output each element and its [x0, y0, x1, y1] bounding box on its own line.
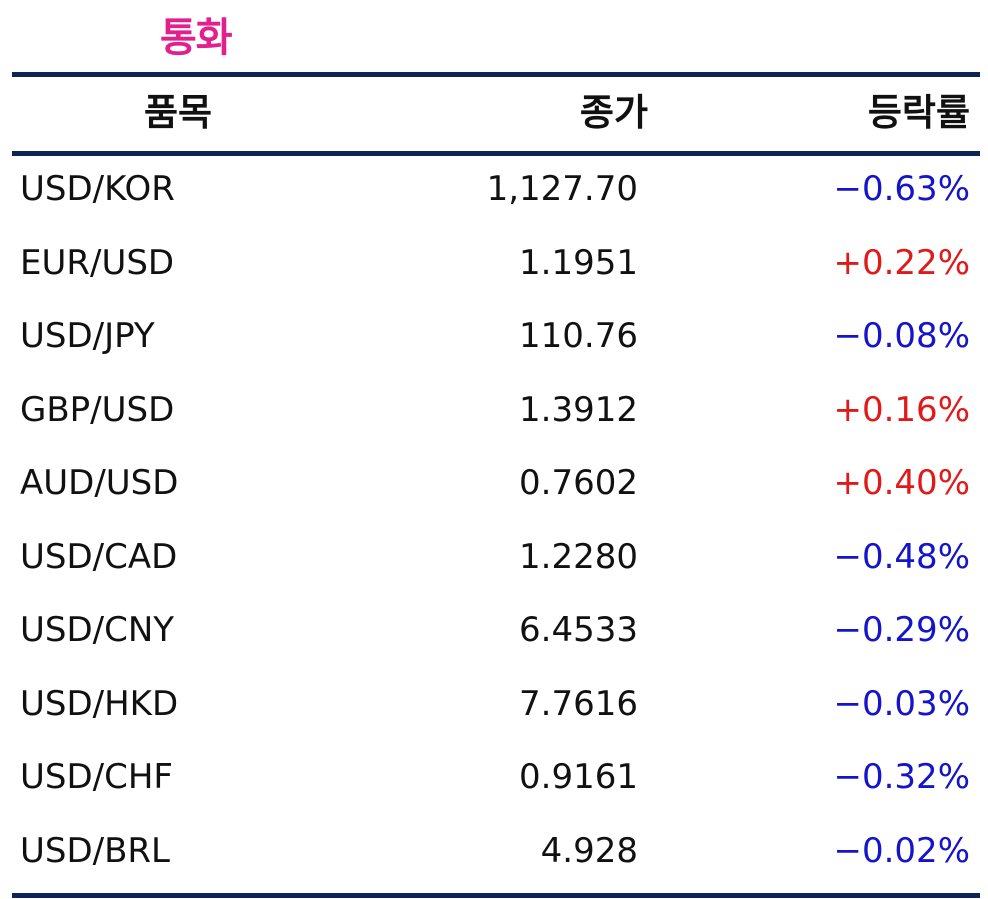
header-change: 등락률 [867, 91, 970, 134]
cell-change: −0.63% [833, 169, 971, 209]
table-row: USD/BRL 4.928 −0.02% [12, 818, 980, 892]
cell-price: 1.2280 [519, 536, 638, 577]
header-rule [12, 151, 980, 156]
cell-change: −0.48% [833, 536, 971, 577]
cell-change: +0.22% [833, 242, 971, 283]
cell-price: 6.4533 [519, 610, 638, 650]
cell-item: USD/CNY [20, 610, 175, 650]
cell-change: −0.03% [833, 683, 971, 724]
cell-price: 110.76 [519, 316, 638, 356]
table-row: USD/CNY 6.4533 −0.29% [12, 597, 980, 671]
cell-item: USD/KOR [20, 169, 175, 209]
cell-change: −0.32% [833, 757, 971, 797]
cell-item: USD/HKD [20, 683, 179, 724]
cell-item: USD/CHF [20, 757, 173, 797]
cell-change: −0.29% [833, 610, 971, 650]
table-row: EUR/USD 1.1951 +0.22% [12, 230, 980, 304]
table-header: 품목 종가 등락률 [12, 77, 980, 151]
cell-change: +0.40% [833, 463, 971, 503]
table-body: USD/KOR 1,127.70 −0.63% EUR/USD 1.1951 +… [12, 156, 980, 891]
cell-price: 1,127.70 [486, 169, 638, 209]
cell-item: USD/JPY [20, 316, 155, 356]
table-row: USD/CAD 1.2280 −0.48% [12, 524, 980, 598]
cell-price: 0.9161 [519, 757, 638, 797]
header-price: 종가 [579, 91, 648, 134]
table-row: GBP/USD 1.3912 +0.16% [12, 377, 980, 451]
section-title: 통화 [160, 15, 233, 61]
top-rule [12, 72, 980, 77]
cell-price: 1.3912 [519, 389, 638, 430]
cell-price: 1.1951 [519, 242, 638, 283]
cell-item: EUR/USD [20, 242, 175, 283]
table-row: USD/HKD 7.7616 −0.03% [12, 671, 980, 745]
cell-item: AUD/USD [20, 463, 179, 503]
bottom-rule [12, 893, 980, 898]
table-row: USD/KOR 1,127.70 −0.63% [12, 156, 980, 230]
header-item: 품목 [144, 91, 213, 134]
cell-change: −0.08% [833, 316, 971, 356]
table-row: AUD/USD 0.7602 +0.40% [12, 450, 980, 524]
cell-change: −0.02% [833, 830, 971, 871]
currency-table: 품목 종가 등락률 USD/KOR 1,127.70 −0.63% EUR/US… [12, 72, 980, 898]
cell-item: USD/BRL [20, 830, 170, 871]
cell-item: GBP/USD [20, 389, 175, 430]
cell-item: USD/CAD [20, 536, 178, 577]
table-row: USD/CHF 0.9161 −0.32% [12, 744, 980, 818]
cell-change: +0.16% [833, 389, 971, 430]
cell-price: 4.928 [540, 830, 638, 871]
cell-price: 0.7602 [519, 463, 638, 503]
cell-price: 7.7616 [519, 683, 638, 724]
table-row: USD/JPY 110.76 −0.08% [12, 303, 980, 377]
